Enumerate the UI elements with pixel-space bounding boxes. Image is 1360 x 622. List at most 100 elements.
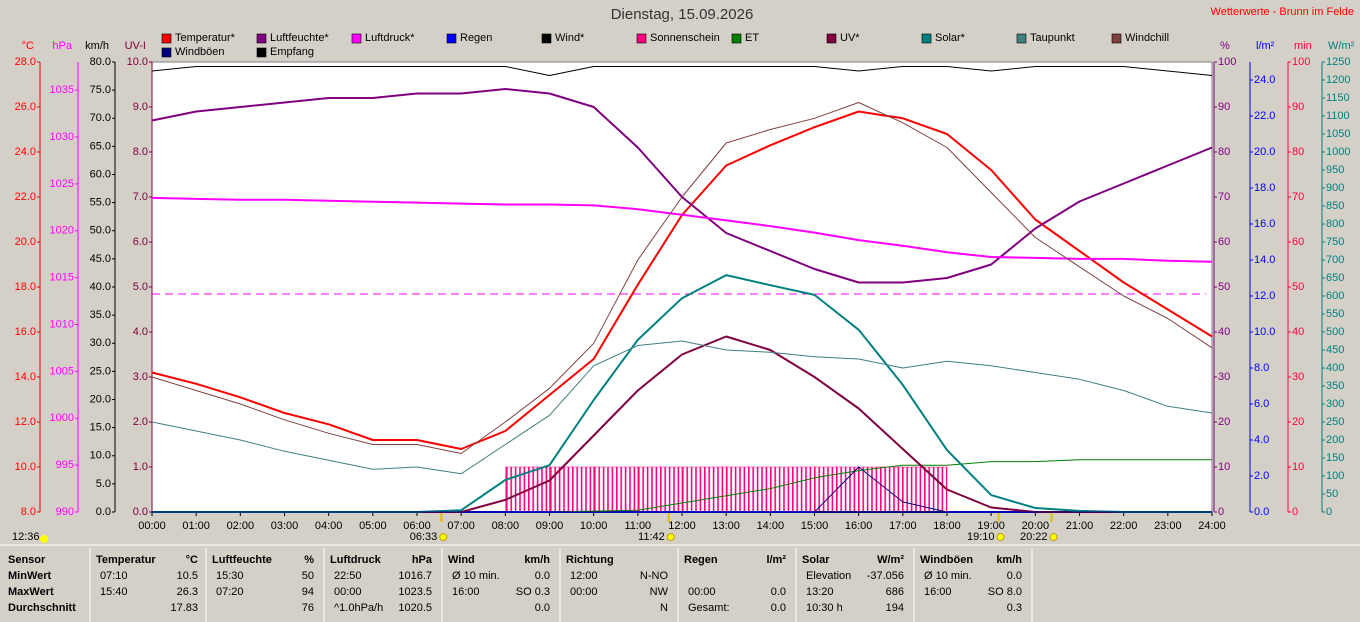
x-tick-label: 21:00 — [1066, 520, 1094, 532]
tick-label: 0.0 — [1254, 506, 1269, 518]
x-tick-label: 18:00 — [933, 520, 961, 532]
tick-label: 550 — [1326, 308, 1344, 320]
x-tick-label: 08:00 — [492, 520, 520, 532]
table-cell-value: 50 — [302, 570, 314, 582]
axis-title: UV-I — [125, 40, 146, 52]
table-cell: 22:50 — [334, 570, 362, 582]
table-cell: 00:00 — [570, 586, 598, 598]
tick-label: 1.0 — [133, 461, 148, 473]
legend-swatch — [161, 33, 172, 44]
legend-swatch — [1016, 33, 1027, 44]
table-row-label: Durchschnitt — [8, 602, 76, 614]
series-line — [151, 340, 1213, 475]
table-cell-value: 0.3 — [1007, 602, 1022, 614]
sunshine-bar — [681, 466, 727, 513]
table-header-unit: km/h — [524, 554, 550, 566]
table-header: Sensor — [8, 554, 46, 566]
table-cell-value: 0.0 — [771, 602, 786, 614]
x-tick-label: 15:00 — [801, 520, 829, 532]
table-cell-value: 0.0 — [1007, 570, 1022, 582]
table-row-label: MaxWert — [8, 586, 54, 598]
legend-label: Sonnenschein — [650, 32, 720, 44]
time-icon — [40, 535, 48, 543]
tick-label: 25.0 — [90, 365, 111, 377]
x-tick-label: 04:00 — [315, 520, 343, 532]
tick-label: 0 — [1326, 506, 1332, 518]
legend-label: Regen — [460, 32, 492, 44]
tick-label: 10.0 — [127, 56, 148, 68]
table-cell: 16:00 — [452, 586, 480, 598]
tick-label: 16.0 — [15, 326, 36, 338]
tick-label: 990 — [56, 506, 74, 518]
tick-label: 2.0 — [133, 416, 148, 428]
source: Wetterwerte - Brunn im Felde — [1211, 6, 1354, 18]
tick-label: 15.0 — [90, 422, 111, 434]
x-tick-label: 03:00 — [271, 520, 299, 532]
x-tick-label: 10:00 — [580, 520, 608, 532]
table-cell: Gesamt: — [688, 602, 730, 614]
table-cell: Ø 10 min. — [924, 570, 972, 582]
legend-label: Windchill — [1125, 32, 1169, 44]
annotation-icon — [439, 533, 448, 541]
chart-title: Dienstag, 15.09.2026 — [611, 6, 754, 23]
tick-label: 10 — [1292, 461, 1304, 473]
table-header: Wind — [448, 554, 475, 566]
table-cell: 15:30 — [216, 570, 244, 582]
tick-label: 12.0 — [15, 416, 36, 428]
tick-label: 22.0 — [15, 191, 36, 203]
table-cell-value: 686 — [886, 586, 904, 598]
annotation-icon — [666, 533, 675, 541]
legend-swatch — [161, 47, 172, 58]
legend-label: ET — [745, 32, 759, 44]
table-cell: 00:00 — [688, 586, 716, 598]
table-cell-value: 1020.5 — [398, 602, 432, 614]
tick-label: 14.0 — [1254, 254, 1275, 266]
axis-title: % — [1220, 40, 1230, 52]
tick-label: 5.0 — [133, 281, 148, 293]
legend-label: Temperatur* — [175, 32, 236, 44]
tick-label: 60 — [1292, 236, 1304, 248]
x-tick-label: 17:00 — [889, 520, 917, 532]
tick-label: 55.0 — [90, 197, 111, 209]
tick-label: 5.0 — [96, 478, 111, 490]
table-header: Solar — [802, 554, 830, 566]
table-cell: Ø 10 min. — [452, 570, 500, 582]
legend-swatch — [256, 33, 267, 44]
tick-label: 16.0 — [1254, 218, 1275, 230]
axis-title: hPa — [52, 40, 72, 52]
tick-label: 22.0 — [1254, 110, 1275, 122]
sunshine-bar — [858, 466, 904, 513]
tick-label: 26.0 — [15, 101, 36, 113]
tick-label: 100 — [1218, 56, 1236, 68]
tick-label: 20 — [1292, 416, 1304, 428]
x-tick-label: 22:00 — [1110, 520, 1138, 532]
table-cell: 07:10 — [100, 570, 128, 582]
tick-label: 14.0 — [15, 371, 36, 383]
tick-label: 700 — [1326, 254, 1344, 266]
x-tick-label: 14:00 — [757, 520, 785, 532]
table-header-unit: km/h — [996, 554, 1022, 566]
tick-label: 8.0 — [133, 146, 148, 158]
tick-label: 24.0 — [1254, 74, 1275, 86]
x-tick-label: 19:00 — [977, 520, 1005, 532]
tick-label: 65.0 — [90, 140, 111, 152]
tick-label: 70 — [1218, 191, 1230, 203]
table-row-label: MinWert — [8, 570, 52, 582]
tick-label: 900 — [1326, 182, 1344, 194]
x-tick-label: 05:00 — [359, 520, 387, 532]
tick-label: 1035 — [50, 84, 74, 96]
tick-label: 1000 — [1326, 146, 1350, 158]
tick-label: 3.0 — [133, 371, 148, 383]
tick-label: 10 — [1218, 461, 1230, 473]
tick-label: 1025 — [50, 178, 74, 190]
sunshine-bar — [637, 466, 683, 513]
legend-swatch — [446, 33, 457, 44]
series-line — [151, 66, 1213, 76]
table-cell-value: N-NO — [640, 570, 669, 582]
x-tick-label: 06:00 — [403, 520, 431, 532]
sunshine-bar — [770, 466, 815, 513]
tick-label: 8.0 — [1254, 362, 1269, 374]
tick-label: 995 — [56, 459, 74, 471]
